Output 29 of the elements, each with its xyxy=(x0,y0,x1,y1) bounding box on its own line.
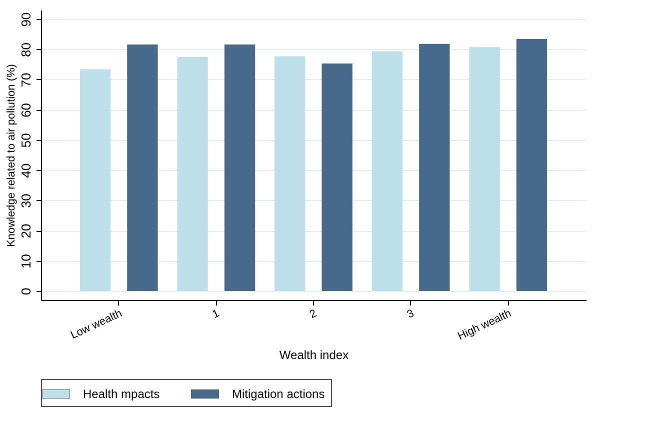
bar xyxy=(322,63,352,291)
legend-label: Health mpacts xyxy=(83,387,160,401)
x-tick-label: 2 xyxy=(308,308,319,321)
y-axis-title: Knowledge related to air pollution (%) xyxy=(6,64,18,247)
bar xyxy=(372,51,403,291)
bar xyxy=(127,44,158,291)
x-tick-label: 1 xyxy=(210,308,222,321)
x-tick-label: 3 xyxy=(405,308,416,321)
bar xyxy=(224,44,256,291)
y-tick-label: 50 xyxy=(18,133,34,148)
y-tick-label: 0 xyxy=(18,288,34,296)
y-tick-label: 30 xyxy=(18,194,34,208)
legend-label: Mitigation actions xyxy=(232,387,325,401)
x-axis-title: Wealth index xyxy=(279,348,349,362)
bar xyxy=(469,47,500,291)
y-tick-label: 70 xyxy=(18,72,34,88)
y-tick-label: 10 xyxy=(18,254,34,268)
bar xyxy=(274,56,306,291)
y-tick-label: 40 xyxy=(18,163,34,178)
y-tick-label: 80 xyxy=(18,42,34,58)
bar xyxy=(516,39,548,291)
y-tick-label: 60 xyxy=(18,102,34,118)
y-tick-label: 20 xyxy=(18,224,34,238)
x-tick-label: Low wealth xyxy=(68,308,124,342)
bar xyxy=(80,69,111,291)
y-tick-label: 90 xyxy=(18,12,34,27)
x-tick-label: High wealth xyxy=(456,308,514,343)
bar xyxy=(419,44,450,291)
bar xyxy=(177,56,208,291)
